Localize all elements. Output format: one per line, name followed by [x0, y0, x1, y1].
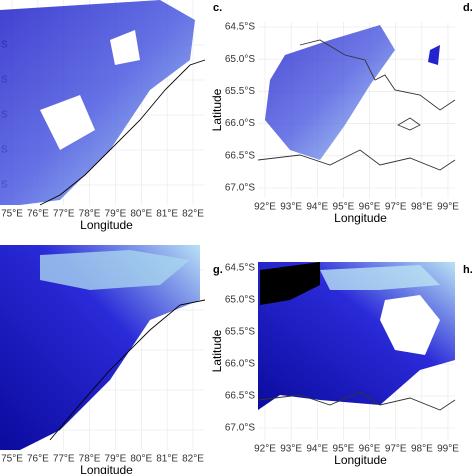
- y-tick-label: 66.0°S: [225, 118, 255, 129]
- x-tick-label: 79°E: [105, 209, 127, 220]
- y-tick-label: 65.0°S: [225, 54, 255, 65]
- y-tick-label: 65.5°S: [225, 86, 255, 97]
- x-tick-label: 99°E: [437, 202, 459, 213]
- map-b: [0, 245, 206, 450]
- x-tick-label: 94°E: [306, 202, 328, 213]
- x-tick-label: 78°E: [79, 209, 101, 220]
- map-a: [0, 0, 206, 206]
- y-tick-label: 66.5°S: [225, 391, 255, 402]
- map-c: [257, 25, 456, 171]
- panel-label: g.: [213, 264, 223, 276]
- x-axis-label: Longitude: [334, 453, 387, 467]
- x-tick-label: 93°E: [280, 202, 302, 213]
- x-tick-label: 82°E: [182, 454, 204, 465]
- x-tick-label: 82°E: [182, 209, 204, 220]
- x-tick-label: 98°E: [411, 202, 433, 213]
- y-axis-label: Latitude: [210, 88, 224, 131]
- x-tick-label: 76°E: [27, 209, 49, 220]
- x-tick-label: 77°E: [53, 209, 75, 220]
- x-tick-label: 95°E: [333, 202, 355, 213]
- x-tick-label: 93°E: [280, 444, 302, 455]
- x-tick-label: 76°E: [27, 454, 49, 465]
- x-tick-label: 81°E: [156, 454, 178, 465]
- x-tick-label: 80°E: [130, 209, 152, 220]
- y-tick-label: 66.5°S: [225, 150, 255, 161]
- y-tick-label: 67.0°S: [225, 183, 255, 194]
- x-tick-label: 80°E: [130, 454, 152, 465]
- x-axis-label: Longitude: [80, 463, 133, 474]
- x-tick-label: 75°E: [1, 454, 23, 465]
- y-tick-label: 64.5°S: [225, 263, 255, 274]
- x-tick-label: 92°E: [254, 444, 276, 455]
- x-tick-label: 79°E: [105, 454, 127, 465]
- x-tick-label: 92°E: [254, 202, 276, 213]
- y-tick-label: 66.0°S: [225, 359, 255, 370]
- x-tick-label: 77°E: [53, 454, 75, 465]
- x-axis-label: Longitude: [80, 218, 133, 232]
- y-tick-label: 65.0°S: [225, 295, 255, 306]
- x-tick-label: 98°E: [411, 444, 433, 455]
- x-tick-label: 95°E: [333, 444, 355, 455]
- y-tick-label: 64.5°S: [225, 22, 255, 33]
- panel-label: c.: [213, 2, 222, 14]
- y-tick-label: 65.5°S: [225, 327, 255, 338]
- x-tick-label: 78°E: [79, 454, 101, 465]
- panel-label: d.: [463, 2, 473, 14]
- x-tick-label: 99°E: [437, 444, 459, 455]
- x-tick-label: 94°E: [306, 444, 328, 455]
- x-tick-label: 75°E: [1, 209, 23, 220]
- panel-label: h.: [463, 264, 473, 276]
- x-axis-label: Longitude: [334, 211, 387, 225]
- y-tick-label: 67.0°S: [225, 423, 255, 434]
- x-tick-label: 96°E: [359, 202, 381, 213]
- x-tick-label: 96°E: [359, 444, 381, 455]
- y-axis-label: Latitude: [210, 329, 224, 372]
- map-g: [257, 262, 456, 411]
- x-tick-label: 97°E: [385, 202, 407, 213]
- x-tick-label: 81°E: [156, 209, 178, 220]
- x-tick-label: 97°E: [385, 444, 407, 455]
